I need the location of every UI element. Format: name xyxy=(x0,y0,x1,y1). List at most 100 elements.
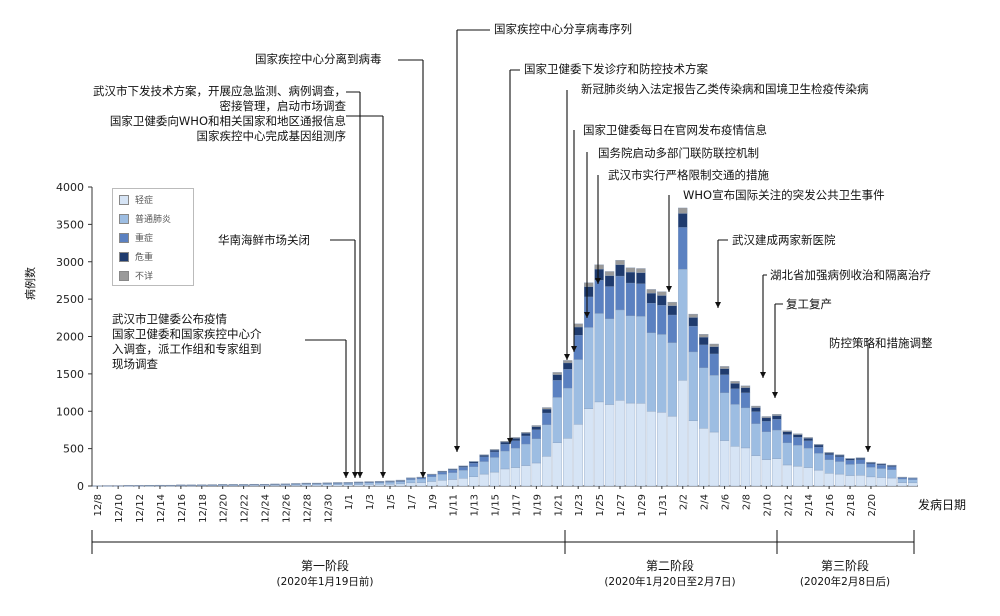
bar-segment xyxy=(793,433,803,435)
bar-segment xyxy=(510,437,521,439)
x-tick-label: 1/1 xyxy=(344,494,355,510)
bar-segment xyxy=(845,475,855,487)
annotation-who-notify: 国家卫健委向WHO和相关国家和地区通报信息 国家疾控中心完成基因组测序 xyxy=(109,114,346,143)
bar-segment xyxy=(468,462,479,467)
legend-swatch xyxy=(119,214,129,224)
bar-segment xyxy=(772,429,782,459)
bar-segment xyxy=(845,460,855,465)
bar-segment xyxy=(364,482,374,485)
bar-segment xyxy=(897,482,907,487)
bar-segment xyxy=(448,469,458,473)
bar-segment xyxy=(740,387,751,393)
bar-segment xyxy=(583,327,594,409)
bar-segment xyxy=(740,447,751,487)
annotation-diagnosis-plan: 国家卫健委下发诊疗和防控技术方案 xyxy=(524,62,708,76)
bar-segment xyxy=(406,477,416,479)
bar-segment xyxy=(604,404,615,487)
bar-segment xyxy=(458,465,468,467)
x-tick-label: 2/8 xyxy=(741,494,752,510)
bar-segment xyxy=(751,455,761,487)
bar-segment xyxy=(594,313,604,403)
x-tick-label: 1/25 xyxy=(595,494,606,516)
bar-segment xyxy=(845,458,855,460)
x-tick-label: 12/30 xyxy=(323,494,334,523)
bar-segment xyxy=(531,462,542,487)
bar-segment xyxy=(583,282,594,287)
bar-segment xyxy=(165,484,176,486)
bar-segment xyxy=(395,479,406,481)
bar-segment xyxy=(866,467,876,478)
bar-segment xyxy=(207,484,217,486)
x-tick-label: 1/11 xyxy=(449,494,460,516)
bar-segment xyxy=(657,291,667,296)
bar-segment xyxy=(510,440,521,449)
bar-segment xyxy=(510,467,521,487)
bar-segment xyxy=(625,271,636,284)
bar-segment xyxy=(824,473,834,487)
annotation-share-sequence: 国家疾控中心分享病毒序列 xyxy=(494,22,632,36)
bar-segment xyxy=(479,456,489,462)
bar-segment xyxy=(699,344,709,368)
bar-segment xyxy=(406,482,416,487)
bar-segment xyxy=(280,483,291,485)
bar-segment xyxy=(834,455,845,457)
legend-label: 重症 xyxy=(135,234,154,244)
annotation-new-hospitals: 武汉建成两家新医院 xyxy=(732,233,836,247)
arrow-head xyxy=(584,312,590,318)
bar-segment xyxy=(259,483,270,485)
legend-swatch xyxy=(119,233,129,243)
x-tick-label: 12/8 xyxy=(93,494,104,516)
bar-segment xyxy=(824,454,834,460)
bar-segment xyxy=(521,443,531,466)
bar-segment xyxy=(500,441,510,445)
bar-segment xyxy=(814,444,824,448)
x-tick-label: 1/17 xyxy=(511,494,522,516)
bar-segment xyxy=(521,433,531,437)
bar-segment xyxy=(772,458,782,487)
bar-segment xyxy=(793,445,803,467)
phase-2-range: (2020年1月20日至2月7日) xyxy=(604,576,736,588)
arrow-head xyxy=(760,372,766,378)
bar-segment xyxy=(845,464,855,476)
legend-label: 普通肺炎 xyxy=(135,215,172,225)
bar-segment xyxy=(123,485,134,487)
bar-segment xyxy=(699,428,709,487)
x-tick-label: 1/15 xyxy=(491,494,502,516)
bar-segment xyxy=(542,424,552,457)
bar-segment xyxy=(887,466,897,470)
x-axis-title: 发病日期 xyxy=(918,498,967,512)
bar-segment xyxy=(301,482,311,484)
bar-segment xyxy=(437,471,447,475)
x-tick-label: 12/12 xyxy=(135,494,146,523)
bar-segment xyxy=(468,476,479,487)
bar-segment xyxy=(709,346,719,355)
bar-segment xyxy=(500,444,510,452)
bar-segment xyxy=(604,286,615,319)
annotation-joint-mechanism: 国务院启动多部门联防联控机制 xyxy=(598,146,759,160)
annotation-hubei-isolation: 湖北省加强病例收治和隔离治疗 xyxy=(770,268,931,282)
bar-segment xyxy=(489,451,500,458)
x-tick-label: 2/4 xyxy=(700,494,711,510)
legend-label: 不详 xyxy=(135,272,154,282)
bar-segment xyxy=(458,478,468,487)
bar-segment xyxy=(908,479,918,484)
bar-segment xyxy=(636,272,646,284)
bar-segment xyxy=(740,407,751,449)
bar-segment xyxy=(625,267,636,273)
bar-segment xyxy=(803,437,813,439)
x-tick-label: 2/2 xyxy=(679,494,690,510)
bar-segment xyxy=(604,271,615,276)
x-tick-label: 12/20 xyxy=(219,494,230,523)
bar-segment xyxy=(657,295,667,306)
x-tick-label: 1/7 xyxy=(407,494,418,510)
bar-segment xyxy=(615,400,625,487)
bar-segment xyxy=(563,387,573,439)
bar-segment xyxy=(887,464,897,466)
bar-segment xyxy=(719,366,730,369)
bar-segment xyxy=(657,334,667,413)
x-tick-label: 1/21 xyxy=(553,494,564,516)
bar-segment xyxy=(395,481,406,485)
bar-segment xyxy=(385,484,395,487)
bar-segment xyxy=(761,416,772,419)
bar-segment xyxy=(604,275,615,287)
